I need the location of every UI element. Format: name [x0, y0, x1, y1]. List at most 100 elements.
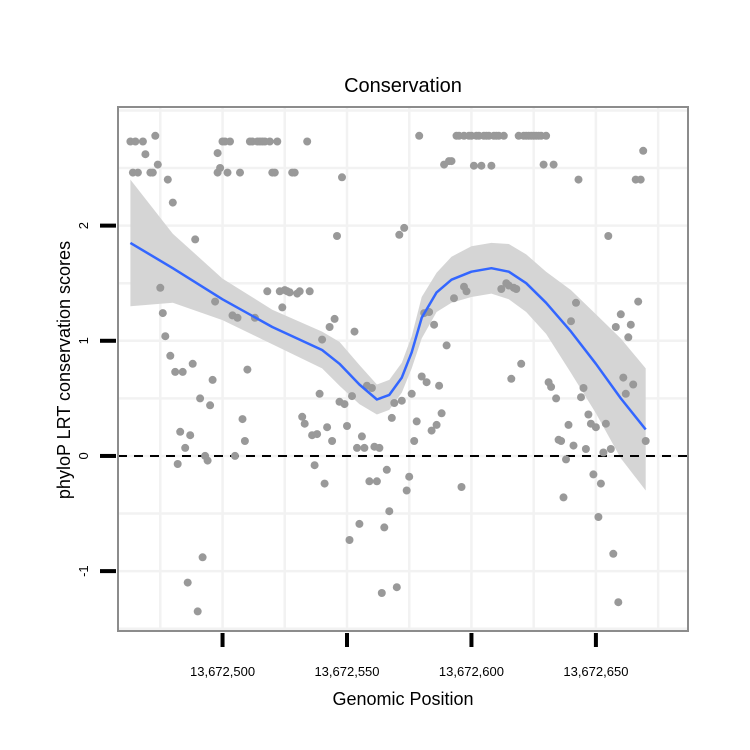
data-point — [599, 448, 608, 457]
data-point — [397, 396, 406, 405]
data-point — [343, 422, 351, 430]
data-point — [584, 410, 593, 419]
y-tick-label: -1 — [76, 565, 91, 577]
data-point — [572, 298, 580, 307]
data-point — [549, 160, 558, 169]
data-point — [517, 359, 526, 368]
data-point — [499, 131, 508, 140]
data-point — [328, 437, 337, 445]
data-point — [422, 378, 431, 387]
data-point — [273, 137, 282, 146]
data-point — [412, 417, 421, 426]
data-point — [621, 389, 630, 398]
data-point — [338, 173, 346, 182]
x-tick-label: 13,672,650 — [563, 664, 628, 679]
data-point — [402, 486, 411, 495]
data-point — [629, 380, 638, 389]
data-point — [333, 232, 341, 240]
data-point — [348, 392, 356, 401]
data-point — [442, 341, 451, 350]
x-tick-label: 13,672,600 — [439, 664, 504, 679]
data-point — [315, 389, 324, 398]
data-point — [596, 479, 605, 488]
data-point — [539, 160, 548, 169]
data-point — [432, 420, 441, 429]
data-point — [320, 479, 329, 488]
data-point — [410, 437, 419, 445]
data-point — [330, 314, 339, 323]
data-point — [133, 168, 142, 177]
data-point — [542, 131, 551, 140]
data-point — [350, 327, 359, 336]
data-point — [512, 285, 521, 293]
x-tick-label: 13,672,550 — [314, 664, 379, 679]
data-point — [567, 317, 575, 326]
data-point — [380, 523, 389, 532]
data-point — [171, 367, 180, 376]
data-point — [385, 507, 394, 516]
data-point — [606, 445, 615, 453]
data-point — [303, 137, 312, 146]
data-point — [634, 297, 643, 306]
data-point — [417, 372, 426, 381]
data-point — [323, 423, 332, 432]
confidence-band-layer — [130, 179, 646, 491]
data-point — [238, 415, 247, 424]
data-point — [579, 384, 588, 392]
data-point — [345, 536, 354, 544]
y-tick-label: 0 — [76, 452, 91, 459]
data-point — [178, 367, 187, 376]
data-point — [206, 401, 215, 410]
y-axis-label: phyloP LRT conservation scores — [54, 241, 74, 499]
data-point — [382, 465, 391, 474]
data-point — [574, 175, 583, 184]
data-point — [173, 460, 182, 468]
chart-title: Conservation — [344, 75, 462, 97]
data-point — [243, 365, 252, 374]
data-point — [367, 384, 376, 392]
data-point — [624, 333, 633, 342]
grid — [118, 107, 688, 631]
data-point — [616, 310, 625, 319]
data-point — [285, 288, 294, 297]
data-point — [450, 294, 458, 303]
data-point — [161, 332, 170, 341]
y-tick-label: 1 — [76, 337, 91, 344]
data-point — [141, 150, 150, 159]
data-point — [626, 320, 635, 329]
data-point — [138, 137, 147, 146]
data-point — [407, 389, 416, 398]
data-point — [372, 477, 381, 486]
data-point — [198, 553, 207, 562]
data-point — [395, 230, 404, 239]
data-point — [552, 394, 561, 403]
data-point — [435, 381, 444, 390]
data-point — [211, 297, 220, 306]
data-point — [270, 168, 279, 177]
data-point — [609, 549, 618, 558]
data-point — [377, 589, 386, 597]
panel-border — [117, 106, 689, 632]
data-point — [392, 583, 401, 592]
data-point — [415, 131, 424, 140]
data-point — [193, 607, 202, 616]
data-point — [166, 351, 175, 360]
data-point — [325, 323, 334, 331]
data-point — [390, 399, 399, 407]
confidence-band — [130, 179, 646, 491]
data-point — [614, 598, 623, 607]
data-point — [300, 419, 309, 428]
data-point — [181, 443, 190, 452]
data-point — [604, 232, 613, 240]
data-point — [641, 437, 650, 445]
data-point — [236, 168, 244, 177]
data-point — [183, 578, 192, 587]
data-point — [462, 287, 471, 296]
data-point — [562, 455, 570, 464]
data-point — [213, 149, 222, 158]
data-point — [240, 437, 249, 445]
data-point — [310, 461, 319, 470]
data-point — [156, 283, 165, 292]
data-point — [564, 420, 573, 429]
